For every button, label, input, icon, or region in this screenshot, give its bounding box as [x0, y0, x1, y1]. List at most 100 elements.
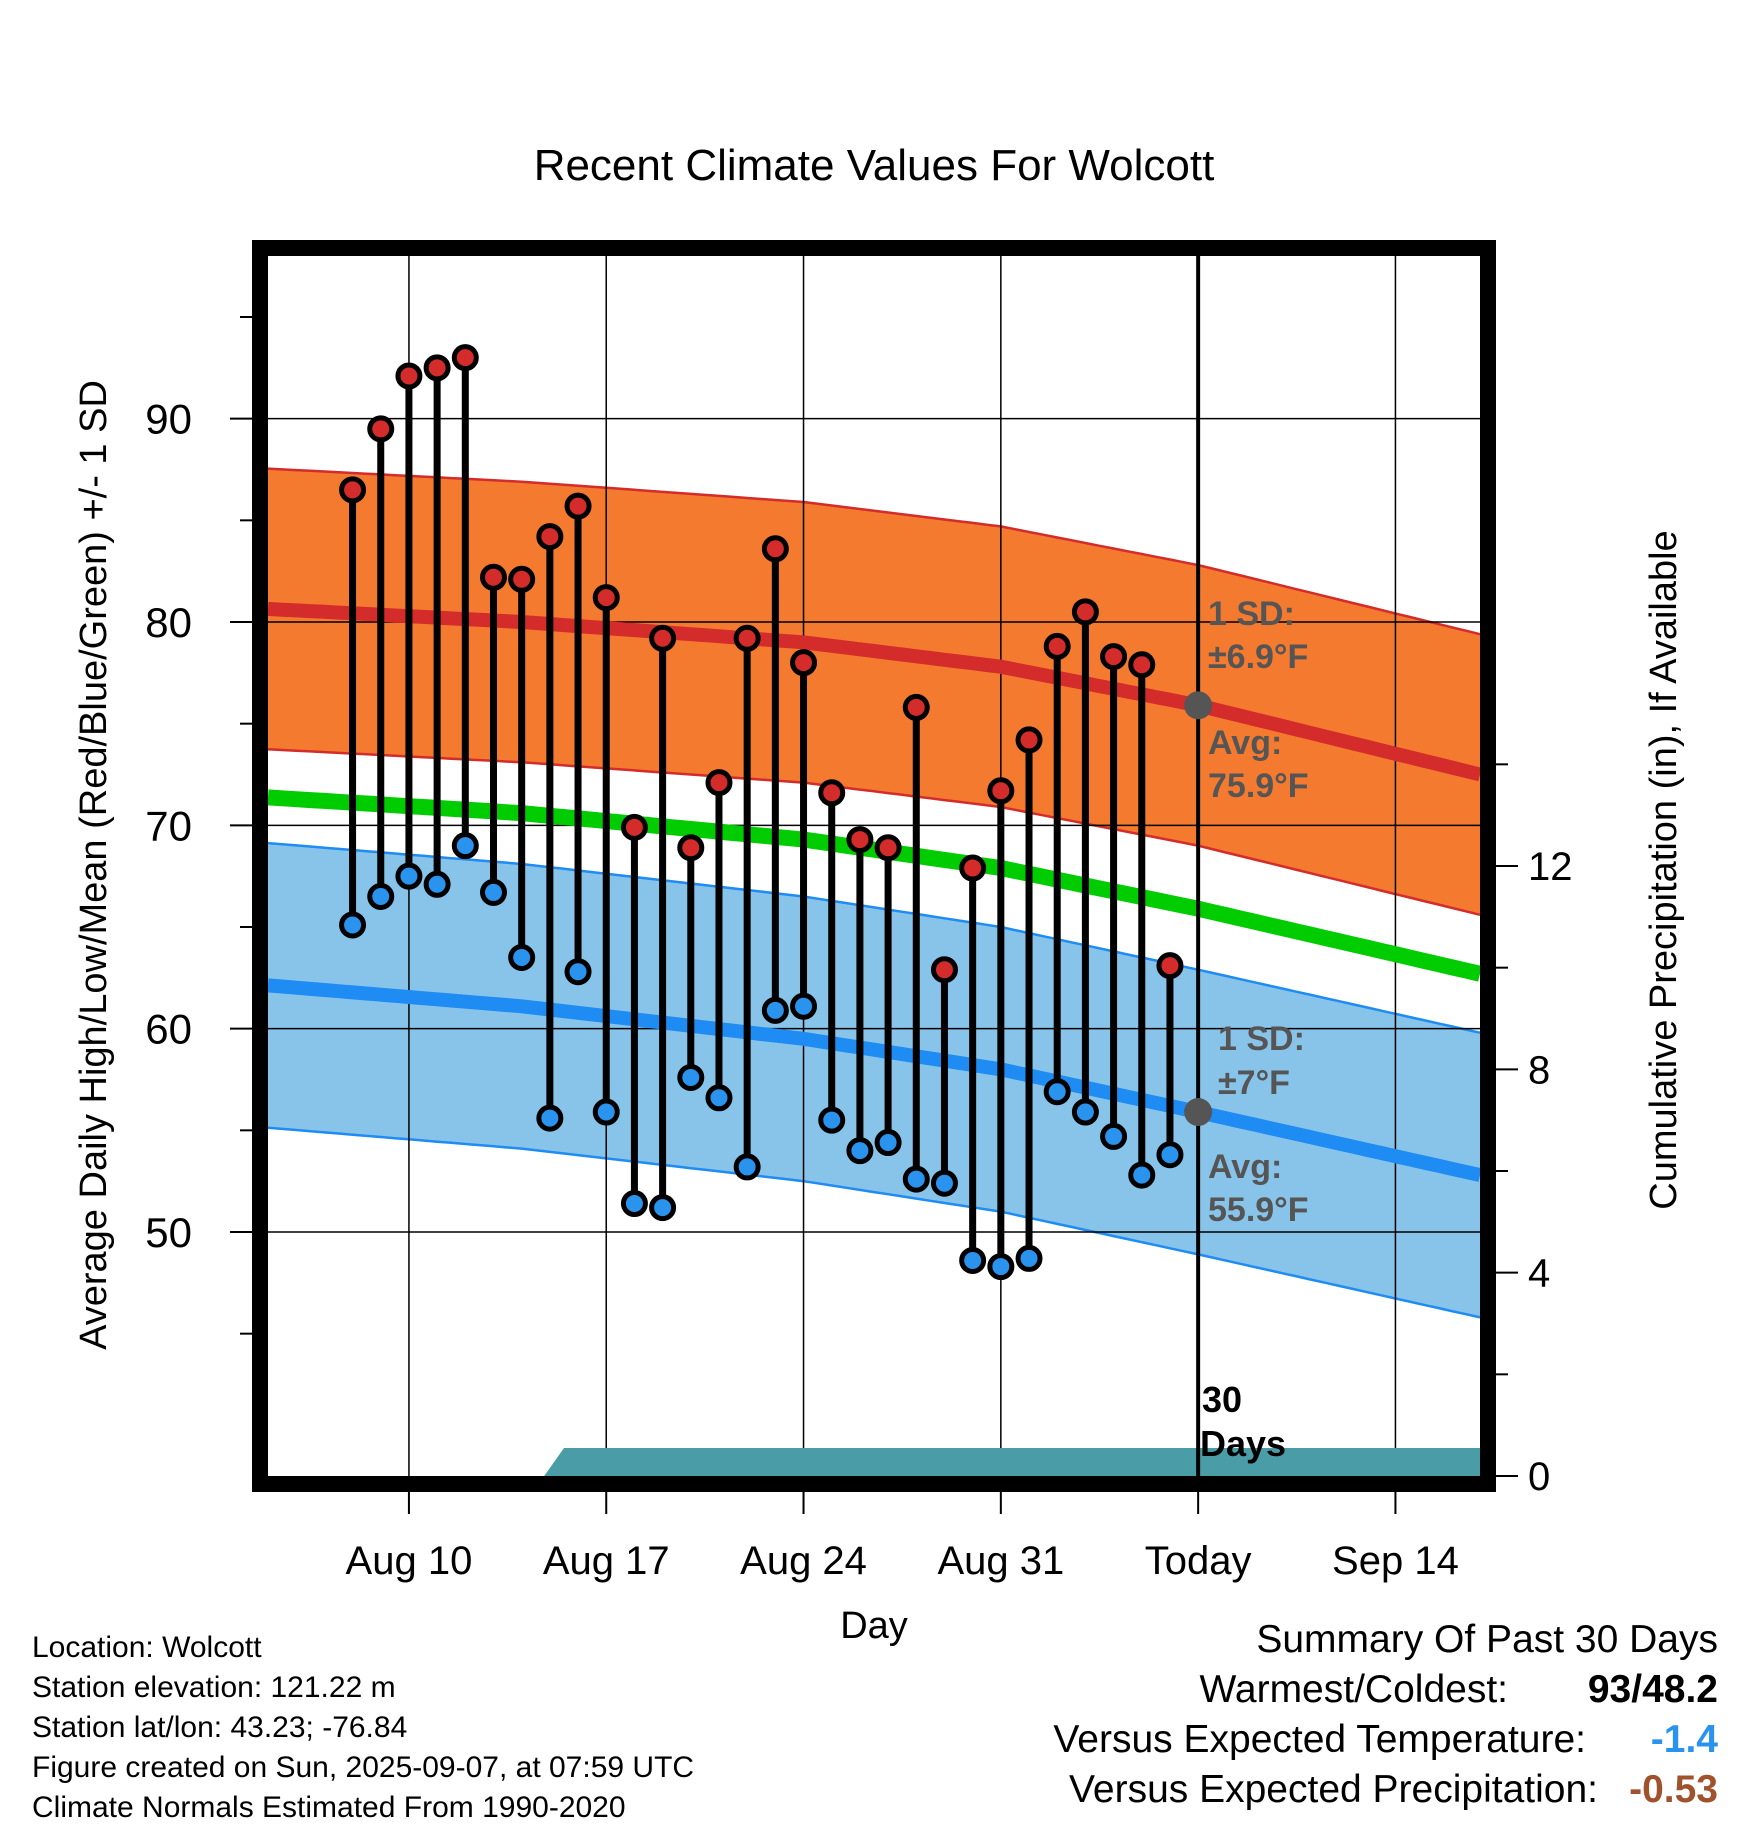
normal-mean-line — [267, 789, 1482, 982]
observed-high-point — [846, 826, 874, 854]
summary-temp-row: Versus Expected Temperature: -1.4 — [918, 1718, 1718, 1768]
observed-high-point — [423, 354, 451, 382]
plot-frame — [252, 240, 1496, 1492]
high-avg-marker — [1184, 691, 1213, 720]
observed-low-point — [790, 992, 818, 1020]
low-avg-label: Avg: — [1208, 1148, 1282, 1186]
observed-low-point — [705, 1084, 733, 1112]
observed-high-point — [902, 693, 930, 721]
observed-high-point — [1128, 651, 1156, 679]
today-markers — [1184, 256, 1213, 1476]
observed-low-point — [930, 1169, 958, 1197]
chart-title: Recent Climate Values For Wolcott — [534, 141, 1215, 190]
summary-warmest-row: Warmest/Coldest: 93/48.2 — [918, 1668, 1718, 1718]
observed-low-point — [423, 870, 451, 898]
observed-high-point — [959, 854, 987, 882]
observed-low-point — [1128, 1161, 1156, 1189]
observed-low-point — [536, 1104, 564, 1132]
high-sd-label: 1 SD: — [1208, 595, 1295, 633]
x-tick-label: Today — [1145, 1539, 1252, 1583]
observed-high-point — [564, 492, 592, 520]
observed-low-point — [818, 1106, 846, 1134]
summary-heading-text: Summary Of Past 30 Days — [1256, 1618, 1718, 1661]
observed-low-point — [339, 911, 367, 939]
warmest-value: 93 — [1587, 1668, 1632, 1711]
y-right-tick-label: 8 — [1528, 1048, 1550, 1092]
observed-low-point — [987, 1253, 1015, 1281]
normal-lines — [267, 601, 1482, 1182]
observed-high-point — [761, 535, 789, 563]
observed-high-point — [479, 563, 507, 591]
x-tick-label: Aug 10 — [346, 1539, 473, 1583]
observed-high-point — [451, 344, 479, 372]
summary-panel: Summary Of Past 30 Days Warmest/Coldest:… — [918, 1618, 1718, 1818]
plot-area — [267, 256, 1482, 1476]
observed-high-point — [705, 769, 733, 797]
observed-high-point — [874, 834, 902, 862]
observed-low-point — [1043, 1078, 1071, 1106]
axes: 50 60 70 80 90 0 4 8 12 Aug 10 Aug 17 Aug 24 Aug 31 T… — [145, 316, 1573, 1583]
observed-low-point — [508, 944, 536, 971]
warmest-coldest-value: 93/48.2 — [1508, 1668, 1718, 1712]
observed-high-point — [1015, 726, 1043, 754]
normal-high-line — [267, 601, 1482, 782]
low-band — [268, 843, 1480, 1318]
observed-low-point — [1100, 1122, 1128, 1150]
observed-low-point — [874, 1129, 902, 1157]
y-left-tick-label: 90 — [145, 396, 192, 443]
y-right-tick-label: 12 — [1528, 845, 1573, 889]
vs-precip-value: -0.53 — [1629, 1768, 1718, 1811]
high-avg-value: 75.9°F — [1208, 767, 1309, 805]
x-tick-label: Sep 14 — [1332, 1539, 1459, 1583]
observed-low-point — [733, 1153, 761, 1181]
station-location: Location: Wolcott — [32, 1631, 262, 1664]
precip-area — [544, 1448, 1480, 1476]
vs-precip-label: Versus Expected Precipitation: — [1069, 1768, 1598, 1811]
observed-low-point — [649, 1194, 677, 1222]
x-tick-label: Aug 24 — [740, 1539, 867, 1583]
observed-high-point — [733, 624, 761, 652]
low-sd-value: ±7°F — [1218, 1064, 1290, 1102]
y-left-tick-label: 70 — [145, 802, 192, 849]
y-left-tick-label: 80 — [145, 599, 192, 646]
low-avg-marker — [1184, 1098, 1213, 1127]
warmest-coldest-label: Warmest/Coldest: — [1199, 1668, 1508, 1711]
station-elevation: Station elevation: 121.22 m — [32, 1671, 396, 1704]
observed-low-point — [902, 1165, 930, 1193]
figure-created: Figure created on Sun, 2025-09-07, at 07… — [32, 1751, 695, 1784]
observed-low-point — [592, 1098, 620, 1126]
low-band-upper-edge — [267, 841, 1481, 1034]
summary-precip-row: Versus Expected Precipitation: -0.53 — [918, 1768, 1718, 1818]
coldest-value: 48.2 — [1642, 1668, 1718, 1711]
window-annotation: 30 Days — [1200, 1379, 1286, 1464]
y-left-tick-label: 50 — [145, 1209, 192, 1256]
high-annotation: 1 SD: ±6.9°F Avg: 75.9°F — [1208, 595, 1309, 805]
observed-low-point — [959, 1246, 987, 1274]
high-band — [268, 468, 1480, 915]
observed-high-point — [592, 584, 620, 612]
observed-low-point — [761, 996, 789, 1024]
observed-series — [339, 344, 1184, 1281]
observed-high-point — [395, 362, 423, 390]
observed-low-point — [1156, 1141, 1184, 1169]
x-tick-label: Aug 31 — [937, 1539, 1064, 1583]
window-days-label: Days — [1200, 1423, 1286, 1464]
window-days-number: 30 — [1202, 1379, 1242, 1420]
low-avg-value: 55.9°F — [1208, 1191, 1309, 1229]
observed-high-point — [339, 476, 367, 504]
observed-high-point — [1100, 643, 1128, 671]
high-avg-label: Avg: — [1208, 724, 1282, 762]
y-right-tick-label: 0 — [1528, 1455, 1550, 1499]
climate-normals-note: Climate Normals Estimated From 1990-2020 — [32, 1791, 626, 1824]
observed-high-point — [536, 523, 564, 551]
observed-high-point — [508, 565, 536, 593]
observed-high-point — [790, 649, 818, 677]
low-sd-label: 1 SD: — [1218, 1020, 1305, 1058]
observed-high-point — [649, 624, 677, 652]
y-right-tick-label: 4 — [1528, 1252, 1550, 1296]
observed-high-point — [1071, 598, 1099, 626]
normal-low-line — [267, 978, 1482, 1182]
high-band-upper-edge — [267, 467, 1481, 636]
y-axis-right-label: Cumulative Precipitation (in), If Availa… — [1643, 530, 1685, 1209]
observed-high-point — [987, 777, 1015, 805]
